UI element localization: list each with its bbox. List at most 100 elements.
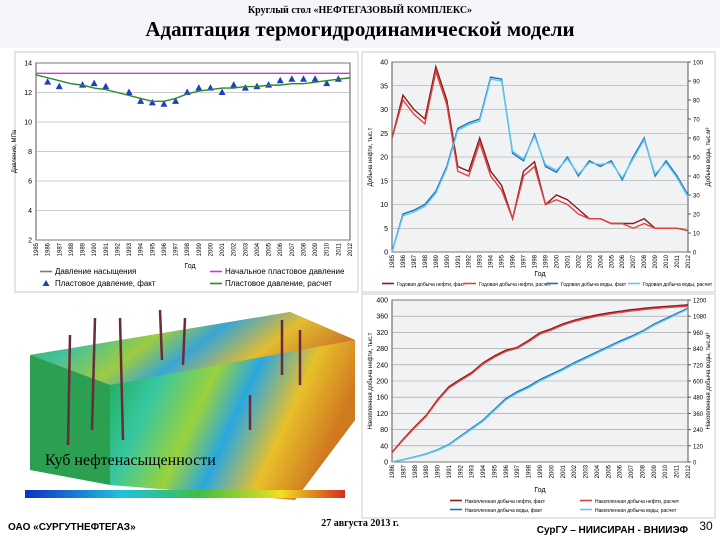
cube-top	[30, 312, 355, 385]
data-point	[125, 88, 133, 95]
x-tick-label: 2012	[686, 254, 692, 268]
x-tick-label: 2000	[208, 242, 214, 256]
y2-tick-label: 30	[693, 194, 700, 200]
x-tick-label: 2011	[336, 242, 342, 256]
y2-tick-label: 1200	[693, 299, 707, 305]
y-tick-label: 10	[24, 120, 32, 127]
x-tick-label: 1998	[533, 254, 539, 268]
x-tick-label: 2008	[640, 464, 646, 478]
y2-axis-label: Накопленная добыча воды, тыс.м³	[706, 333, 712, 430]
x-tick-label: 2002	[232, 242, 238, 256]
legend-swatch	[42, 280, 50, 286]
x-tick-label: 1993	[470, 464, 476, 478]
legend-label: Годовая добыча воды, расчет	[643, 282, 713, 288]
y-tick-label: 360	[376, 314, 388, 321]
data-point	[276, 76, 284, 84]
company: ОАО «СУРГУТНЕФТЕГАЗ»	[8, 522, 136, 533]
x-tick-label: 2011	[675, 464, 681, 478]
x-tick-label: 1995	[500, 254, 506, 268]
date: 27 августа 2013 г.	[321, 518, 399, 529]
y2-tick-label: 720	[693, 363, 704, 369]
x-tick-label: 2006	[620, 254, 626, 268]
x-tick-label: 1994	[481, 464, 487, 478]
x-tick-label: 2003	[584, 464, 590, 478]
data-point	[299, 75, 307, 82]
header-band	[0, 0, 720, 48]
y2-tick-label: 1080	[693, 315, 707, 321]
y-axis-label: Накопленная добыча нефти, тыс.т	[368, 332, 374, 429]
y2-tick-label: 360	[693, 412, 704, 418]
x-tick-label: 1992	[115, 242, 121, 256]
x-tick-label: 2000	[554, 254, 560, 268]
event: Круглый стол «НЕФТЕГАЗОВЫЙ КОМПЛЕКС»	[248, 4, 472, 16]
y-tick-label: 200	[376, 379, 388, 386]
data-point	[137, 97, 145, 104]
x-tick-label: 1997	[174, 242, 180, 256]
x-tick-label: 2001	[220, 242, 226, 256]
y-tick-label: 280	[376, 346, 388, 353]
legend-label: Начальное пластовое давление	[225, 267, 345, 276]
saturation-cube	[25, 309, 355, 500]
y2-tick-label: 480	[693, 396, 704, 402]
data-point	[218, 88, 226, 95]
x-tick-label: 2005	[609, 254, 615, 268]
x-tick-label: 2007	[290, 242, 296, 256]
y-tick-label: 10	[380, 202, 388, 209]
legend-label: Накопленная добыча воды, факт	[465, 508, 543, 514]
x-tick-label: 1990	[92, 242, 98, 256]
x-tick-label: 2004	[598, 254, 604, 268]
x-tick-label: 1991	[104, 242, 110, 256]
x-axis-label: Год	[184, 263, 195, 270]
x-tick-label: 2006	[278, 242, 284, 256]
y-tick-label: 120	[376, 411, 388, 418]
legend-label: Пластовое давление, факт	[55, 279, 156, 288]
x-tick-label: 2010	[664, 254, 670, 268]
y-tick-label: 4	[28, 208, 32, 215]
x-tick-label: 1994	[489, 254, 495, 268]
x-tick-label: 1999	[538, 464, 544, 478]
x-tick-label: 2004	[255, 242, 261, 256]
x-tick-label: 2009	[653, 254, 659, 268]
data-point	[241, 84, 249, 91]
series-line	[391, 305, 689, 454]
x-tick-label: 1990	[445, 254, 451, 268]
image-caption: Куб нефтенасыщенности	[45, 452, 216, 469]
y2-tick-label: 70	[693, 118, 700, 124]
y2-tick-label: 90	[693, 80, 700, 86]
cube-face	[110, 340, 355, 500]
y-tick-label: 30	[380, 107, 388, 114]
x-tick-label: 1994	[139, 242, 145, 256]
y2-tick-label: 20	[693, 213, 700, 219]
y2-tick-label: 600	[693, 380, 704, 386]
x-tick-label: 2005	[267, 242, 273, 256]
x-axis-label: Год	[534, 271, 545, 278]
data-point	[160, 100, 168, 107]
x-tick-label: 2005	[606, 464, 612, 478]
y-tick-label: 14	[24, 61, 32, 68]
data-point	[148, 98, 156, 106]
y2-tick-label: 960	[693, 331, 704, 337]
x-tick-label: 1988	[413, 464, 419, 478]
data-point	[44, 78, 52, 85]
data-point	[288, 75, 296, 82]
x-tick-label: 1989	[424, 464, 430, 478]
data-point	[172, 97, 180, 104]
y2-tick-label: 0	[693, 461, 697, 467]
x-tick-label: 2008	[642, 254, 648, 268]
x-tick-label: 2009	[313, 242, 319, 256]
y2-tick-label: 100	[693, 61, 704, 67]
y2-tick-label: 80	[693, 99, 700, 105]
x-tick-label: 2008	[301, 242, 307, 256]
x-tick-label: 1995	[492, 464, 498, 478]
legend-label: Накопленная добыча воды, расчет	[595, 508, 677, 514]
y-tick-label: 25	[380, 131, 388, 138]
y2-tick-label: 0	[693, 251, 697, 257]
y-tick-label: 400	[376, 298, 388, 305]
x-tick-label: 2007	[629, 464, 635, 478]
x-tick-label: 1992	[467, 254, 473, 268]
y-tick-label: 5	[384, 226, 388, 233]
x-tick-label: 1998	[185, 242, 191, 256]
legend-label: Годовая добыча нефти, факт	[397, 282, 466, 288]
y-tick-label: 6	[28, 179, 32, 186]
